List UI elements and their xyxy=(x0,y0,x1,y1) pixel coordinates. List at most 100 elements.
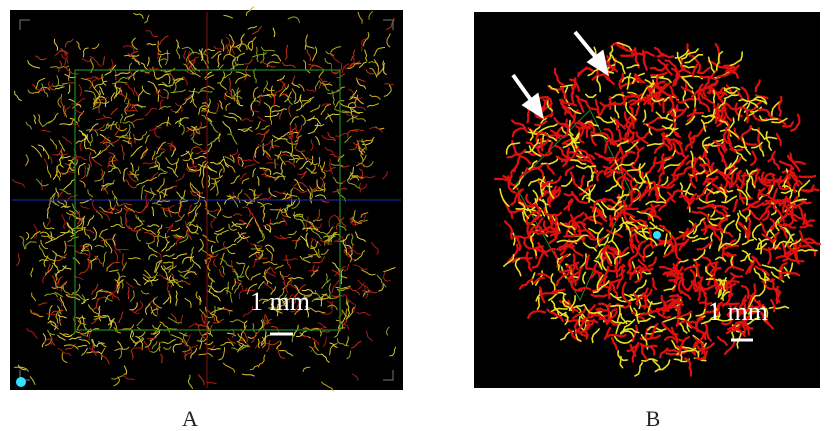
fiber xyxy=(734,145,748,149)
fiber xyxy=(74,108,84,114)
fiber xyxy=(680,345,700,355)
fiber xyxy=(645,288,653,302)
fiber xyxy=(525,141,539,149)
fiber xyxy=(124,83,135,96)
fiber xyxy=(237,231,250,240)
fiber xyxy=(117,91,131,101)
fiber xyxy=(783,222,797,229)
fiber xyxy=(535,131,549,145)
fiber xyxy=(680,65,698,69)
fiber xyxy=(79,141,83,152)
fiber xyxy=(585,267,603,275)
fiber xyxy=(35,77,46,90)
fiber xyxy=(360,175,376,179)
fiber xyxy=(294,237,301,249)
fiber xyxy=(595,208,608,223)
fiber xyxy=(702,77,710,98)
fiber xyxy=(371,242,379,255)
fiber xyxy=(308,346,322,356)
fiber xyxy=(257,319,264,331)
fiber xyxy=(789,172,803,185)
fiber xyxy=(280,161,283,175)
fiber xyxy=(89,123,99,133)
fiber xyxy=(518,201,530,220)
fiber xyxy=(741,249,754,263)
fiber xyxy=(182,332,188,347)
fiber xyxy=(110,139,120,144)
fiber xyxy=(211,313,220,323)
fiber xyxy=(309,64,320,71)
fiber xyxy=(203,199,209,215)
fiber xyxy=(157,178,165,192)
fiber xyxy=(540,156,560,165)
fiber xyxy=(343,250,356,261)
fiber xyxy=(584,254,591,268)
fiber xyxy=(616,304,621,322)
fiber xyxy=(84,134,88,149)
fiber xyxy=(239,328,248,343)
fiber xyxy=(221,39,225,52)
fiber xyxy=(577,67,594,75)
fiber xyxy=(96,211,103,219)
fiber xyxy=(593,207,597,225)
fiber xyxy=(143,340,151,352)
fiber xyxy=(654,359,671,373)
fiber xyxy=(234,282,242,294)
fiber xyxy=(568,295,576,312)
fiber xyxy=(176,191,186,201)
fiber xyxy=(662,162,683,170)
fiber xyxy=(78,331,88,337)
fiber xyxy=(56,191,64,199)
fiber xyxy=(620,330,635,338)
fiber xyxy=(691,236,709,243)
fiber xyxy=(619,355,624,369)
fiber xyxy=(91,82,100,97)
fiber xyxy=(136,318,144,327)
fiber xyxy=(308,161,318,166)
fiber xyxy=(568,245,584,257)
fiber xyxy=(329,153,342,158)
fiber xyxy=(594,99,601,117)
fiber xyxy=(782,250,791,262)
fiber xyxy=(724,64,740,74)
fiber xyxy=(609,214,622,227)
fiber xyxy=(349,218,356,226)
fiber xyxy=(667,94,675,114)
fiber xyxy=(673,122,681,138)
fiber xyxy=(354,106,367,111)
fiber xyxy=(145,30,159,38)
fiber xyxy=(295,157,304,164)
fiber xyxy=(100,236,108,247)
fiber xyxy=(645,96,654,113)
fiber xyxy=(343,263,350,272)
fiber xyxy=(266,162,279,165)
fiber xyxy=(81,298,90,305)
fiber xyxy=(262,275,273,285)
fiber xyxy=(786,154,806,166)
fiber xyxy=(554,145,571,160)
fiber xyxy=(78,129,87,140)
fiber xyxy=(140,148,149,160)
fiber xyxy=(708,232,714,249)
fiber xyxy=(638,230,652,235)
fiber xyxy=(775,133,782,147)
fiber xyxy=(81,315,88,330)
fiber xyxy=(724,102,737,111)
fiber xyxy=(276,303,279,317)
fiber xyxy=(162,81,171,88)
fiber xyxy=(104,294,111,303)
fiber xyxy=(376,274,387,288)
fiber xyxy=(694,337,704,353)
fiber xyxy=(349,220,359,226)
fiber xyxy=(54,291,64,297)
fiber xyxy=(274,235,287,240)
fiber xyxy=(782,121,794,128)
fiber xyxy=(38,114,43,126)
fiber xyxy=(201,109,217,114)
fiber xyxy=(640,304,653,313)
fiber xyxy=(364,285,367,296)
panel-label: A xyxy=(182,406,198,431)
fiber xyxy=(715,282,737,289)
fiber xyxy=(228,112,242,121)
fiber xyxy=(31,145,42,158)
